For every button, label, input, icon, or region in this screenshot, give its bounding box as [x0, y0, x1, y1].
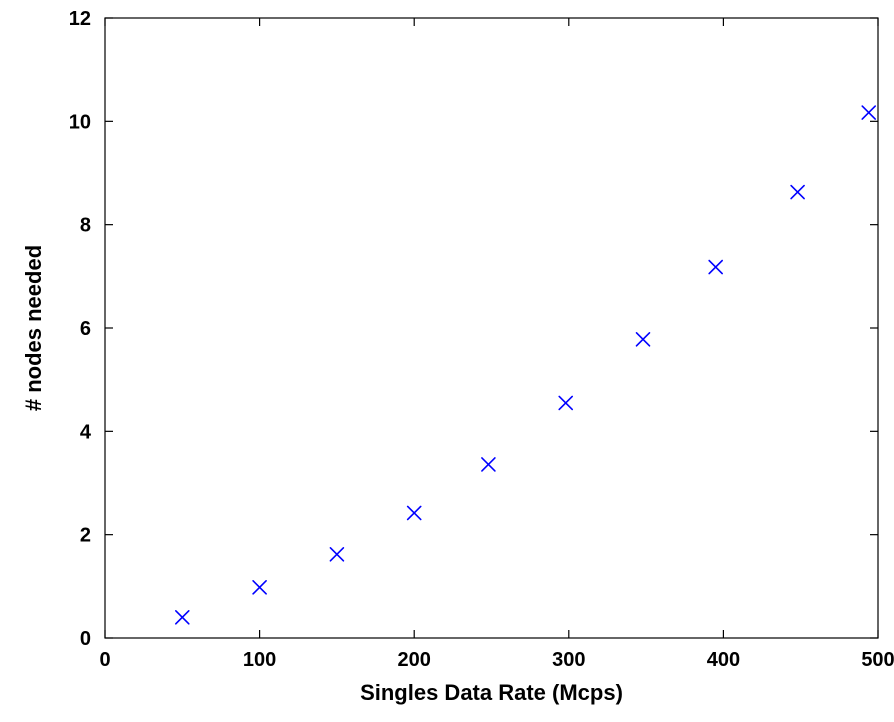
- y-tick-label: 0: [80, 628, 91, 650]
- x-tick-label: 0: [99, 649, 110, 671]
- x-axis-label: Singles Data Rate (Mcps): [360, 680, 623, 705]
- y-tick-label: 12: [69, 8, 91, 30]
- y-tick-label: 2: [80, 525, 91, 547]
- x-tick-label: 300: [552, 649, 585, 671]
- y-tick-label: 8: [80, 215, 91, 237]
- y-axis-label: # nodes needed: [21, 245, 46, 411]
- x-tick-label: 100: [243, 649, 276, 671]
- y-tick-label: 10: [69, 111, 91, 133]
- x-tick-label: 400: [707, 649, 740, 671]
- y-tick-label: 6: [80, 318, 91, 340]
- x-tick-label: 500: [861, 649, 894, 671]
- chart-container: 0 100 200 300 400 500 0 2 4 6 8 10 12 Singles Data Ra…: [0, 0, 894, 722]
- x-tick-label: 200: [398, 649, 431, 671]
- y-tick-label: 4: [80, 421, 92, 443]
- scatter-chart: 0 100 200 300 400 500 0 2 4 6 8 10 12 Singles Data Ra…: [0, 0, 894, 722]
